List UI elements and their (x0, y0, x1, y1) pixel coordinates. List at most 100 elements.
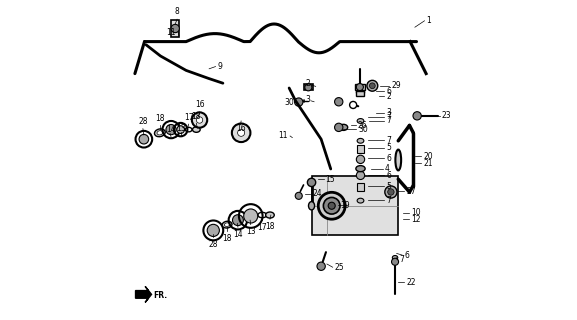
Text: 9: 9 (218, 62, 222, 71)
Text: 13: 13 (176, 124, 185, 133)
Bar (304, 84, 313, 90)
Ellipse shape (222, 221, 232, 228)
Text: 5: 5 (387, 182, 391, 191)
Circle shape (233, 215, 243, 226)
Bar (355, 84, 365, 90)
Circle shape (335, 98, 343, 106)
Circle shape (232, 124, 250, 142)
Text: 22: 22 (406, 278, 416, 287)
Circle shape (166, 124, 176, 135)
Text: 3: 3 (387, 108, 391, 117)
Text: 30: 30 (358, 125, 368, 134)
Text: 18: 18 (192, 112, 201, 121)
Circle shape (196, 117, 203, 123)
Circle shape (139, 134, 149, 144)
Text: 7: 7 (387, 116, 391, 125)
Bar (357, 183, 364, 191)
Text: 6: 6 (387, 154, 391, 163)
Ellipse shape (357, 198, 364, 203)
Text: 6: 6 (387, 171, 391, 180)
Text: 16: 16 (237, 124, 246, 132)
Circle shape (308, 178, 316, 187)
Ellipse shape (356, 166, 365, 172)
Bar (171, 20, 179, 37)
Text: 2: 2 (387, 92, 391, 100)
Ellipse shape (265, 212, 274, 218)
Text: 21: 21 (423, 159, 433, 168)
Text: 15: 15 (325, 175, 335, 184)
Circle shape (392, 258, 399, 265)
Text: 6: 6 (387, 87, 391, 96)
Circle shape (388, 189, 394, 195)
Circle shape (192, 112, 207, 128)
Ellipse shape (339, 124, 348, 131)
Text: 2: 2 (305, 79, 310, 88)
Circle shape (295, 192, 302, 199)
Text: 30: 30 (284, 98, 294, 107)
Circle shape (238, 129, 245, 136)
Ellipse shape (392, 255, 398, 260)
Text: 23: 23 (441, 111, 451, 120)
Circle shape (357, 88, 365, 96)
Circle shape (295, 98, 303, 106)
Circle shape (243, 209, 258, 223)
Text: 20: 20 (423, 152, 433, 161)
Polygon shape (312, 176, 398, 235)
Ellipse shape (224, 223, 230, 227)
Ellipse shape (357, 138, 364, 143)
Circle shape (171, 24, 179, 33)
Text: 10: 10 (411, 208, 421, 217)
Circle shape (357, 171, 365, 180)
Ellipse shape (309, 202, 314, 210)
Text: 6: 6 (404, 251, 409, 260)
Circle shape (319, 192, 345, 219)
Text: 16: 16 (194, 100, 204, 109)
Text: 7: 7 (387, 136, 391, 145)
Text: 26: 26 (358, 121, 367, 130)
Circle shape (207, 224, 219, 236)
Text: 18: 18 (265, 222, 275, 231)
Circle shape (413, 112, 421, 120)
Text: FR.: FR. (153, 291, 167, 300)
Polygon shape (136, 286, 152, 302)
Circle shape (357, 84, 364, 91)
Circle shape (317, 262, 325, 270)
Text: 24: 24 (312, 189, 322, 198)
Text: 18: 18 (155, 114, 164, 123)
Text: 19: 19 (340, 201, 350, 210)
Text: 1: 1 (426, 16, 431, 25)
Text: 28: 28 (208, 240, 218, 249)
Ellipse shape (155, 129, 165, 137)
Ellipse shape (193, 127, 200, 132)
Text: 28: 28 (138, 117, 148, 126)
Text: 17: 17 (184, 113, 193, 122)
Text: 7: 7 (387, 196, 391, 204)
Circle shape (369, 83, 375, 89)
Text: 3: 3 (305, 95, 310, 104)
Circle shape (357, 155, 365, 164)
Text: 8: 8 (175, 7, 179, 16)
Text: 18: 18 (222, 234, 232, 243)
Circle shape (350, 101, 357, 108)
Text: 11: 11 (166, 28, 176, 36)
Text: 29: 29 (391, 81, 401, 90)
Ellipse shape (395, 150, 401, 171)
Circle shape (328, 202, 335, 209)
Circle shape (335, 123, 343, 132)
Text: 7: 7 (387, 112, 391, 121)
Circle shape (323, 197, 340, 214)
Text: 11: 11 (278, 131, 288, 140)
Text: 27: 27 (406, 187, 416, 196)
Circle shape (177, 126, 185, 133)
Text: 25: 25 (335, 263, 344, 272)
Circle shape (305, 84, 312, 91)
Text: 7: 7 (399, 255, 404, 264)
Text: 5: 5 (387, 143, 391, 152)
Circle shape (385, 186, 397, 198)
Text: 17: 17 (257, 223, 267, 232)
Circle shape (367, 80, 378, 91)
Text: 12: 12 (411, 215, 421, 224)
Text: 14: 14 (233, 230, 243, 239)
Text: 14: 14 (166, 125, 176, 134)
Bar (355, 91, 364, 96)
